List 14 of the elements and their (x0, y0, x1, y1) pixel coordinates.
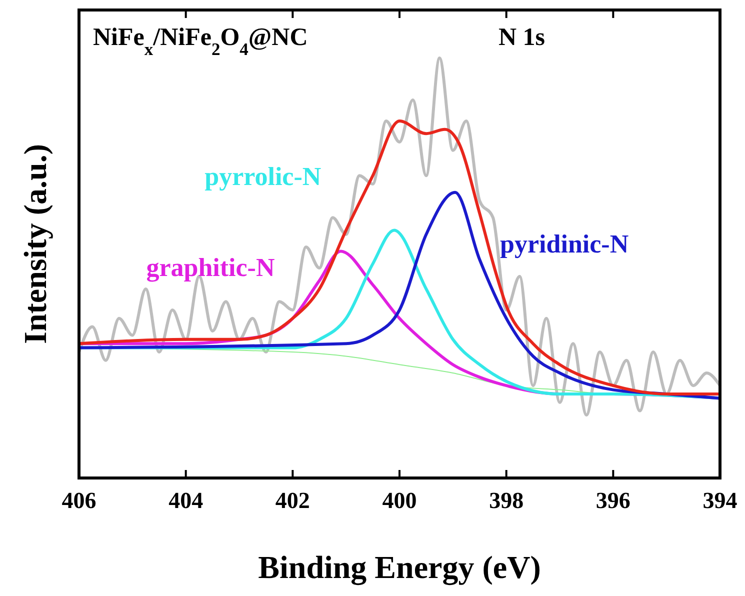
x-tick-label: 394 (702, 488, 738, 513)
series-label: graphitic-N (146, 253, 275, 282)
x-tick-label: 396 (596, 488, 630, 513)
x-tick-label: 406 (62, 488, 96, 513)
x-tick-label: 402 (275, 488, 310, 513)
text: N 1s (498, 24, 546, 51)
text: pyrrolic-N (204, 162, 322, 192)
x-axis-title: Binding Energy (eV) (258, 549, 541, 586)
chart-title: NiFe$_{x}$/NiFe$_{2}$O$_{4}$@NC (93, 24, 308, 59)
series-label: pyridinic-N (500, 229, 629, 258)
x-tick-label: 398 (489, 488, 524, 513)
x-tick-label: 400 (382, 488, 417, 513)
y-axis-title: Intensity (a.u.) (17, 144, 53, 344)
x-tick-label: 404 (168, 488, 204, 513)
